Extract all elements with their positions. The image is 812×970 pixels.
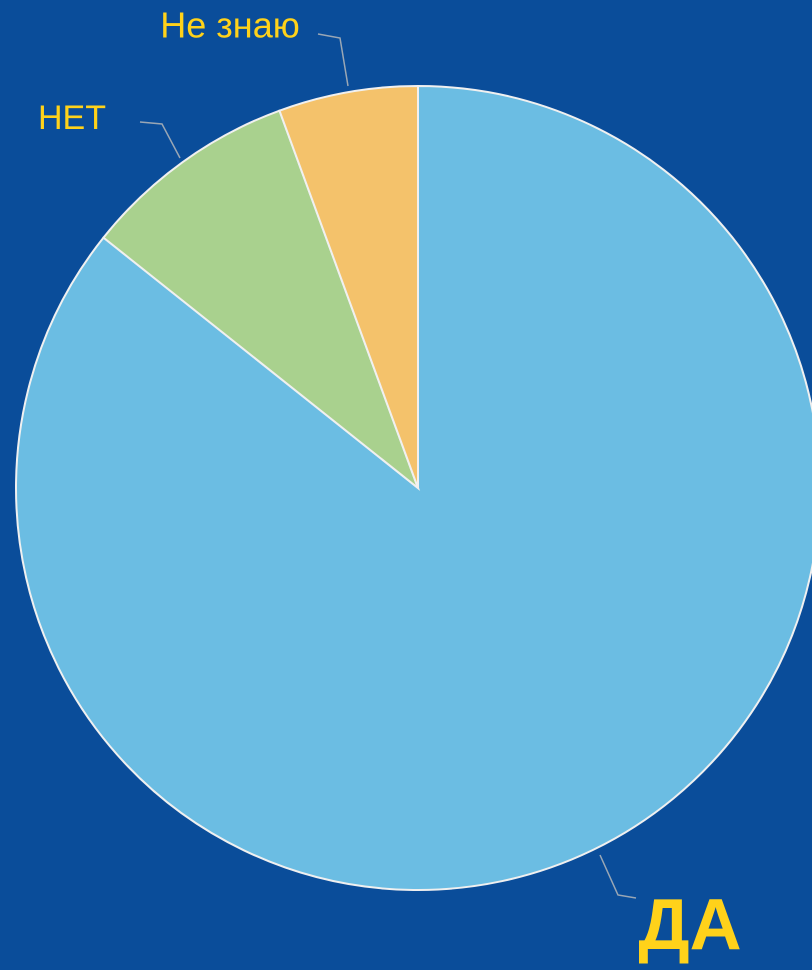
slice-label: Не знаю: [160, 5, 299, 46]
slice-label: ДА: [638, 885, 741, 965]
pie-slice: [15, 84, 812, 891]
leader-line: [599, 854, 637, 899]
slice-label: НЕТ: [38, 99, 106, 137]
pie-slice: [102, 109, 421, 492]
leader-line: [317, 33, 349, 87]
leader-line: [139, 121, 181, 159]
pie-slice: [278, 84, 419, 489]
